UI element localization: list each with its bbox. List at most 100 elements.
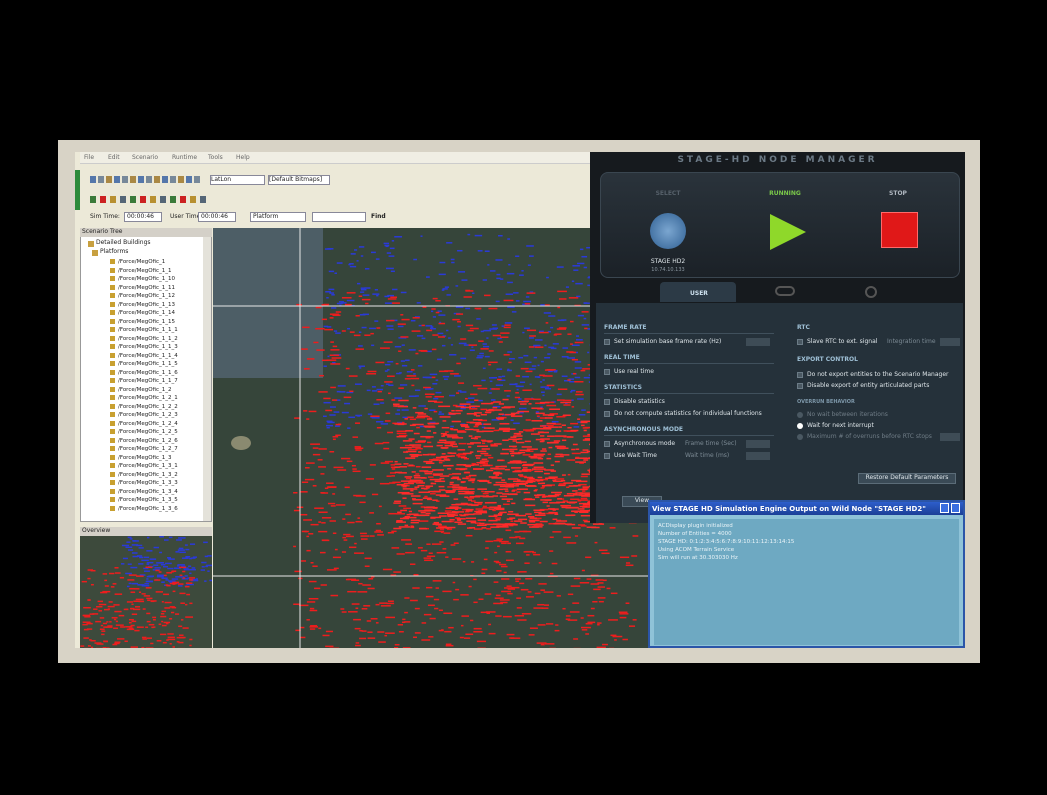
option-label[interactable]: Do not export entities to the Scenario M…	[807, 371, 949, 378]
select-button[interactable]	[650, 213, 686, 249]
toolbar-icon[interactable]	[110, 196, 116, 203]
checkbox[interactable]	[604, 453, 610, 459]
tree-group[interactable]: Platforms	[100, 248, 129, 255]
run-button[interactable]	[768, 212, 808, 252]
search-box[interactable]	[312, 212, 366, 222]
toolbar-icon[interactable]	[130, 196, 136, 203]
tree-item[interactable]: /Force/MegOfic_1_1_3	[118, 344, 178, 350]
entity-type-dropdown[interactable]: Platform	[250, 212, 306, 222]
toolbar-icon[interactable]	[186, 176, 192, 183]
field-input[interactable]	[746, 440, 770, 448]
toolbar-icon[interactable]	[100, 196, 106, 203]
tree-item[interactable]: /Force/MegOfic_1_2_3	[118, 412, 178, 418]
menu-item[interactable]: Tools	[208, 154, 223, 161]
menu-item[interactable]: Runtime	[172, 154, 198, 161]
checkbox[interactable]	[604, 339, 610, 345]
toolbar-icon[interactable]	[114, 176, 120, 183]
tab-icon[interactable]	[775, 286, 795, 296]
tree-item[interactable]: /Force/MegOfic_1_13	[118, 301, 176, 308]
tab-icon[interactable]	[865, 286, 877, 298]
checkbox[interactable]	[604, 369, 610, 375]
toolbar-icon[interactable]	[180, 196, 186, 203]
toolbar-icon[interactable]	[138, 176, 144, 183]
tree-scrollbar[interactable]	[203, 237, 211, 521]
tree-item[interactable]: /Force/MegOfic_1_2_6	[118, 437, 178, 444]
option-label[interactable]: Set simulation base frame rate (Hz)	[614, 338, 722, 345]
option-label[interactable]: Disable export of entity articulated par…	[807, 382, 930, 389]
tree-item[interactable]: /Force/MegOfic_1_1_1	[118, 327, 178, 333]
tree-item[interactable]: /Force/MegOfic_1_3_4	[118, 488, 178, 495]
tree-item[interactable]: /Force/MegOfic_1_1_7	[118, 378, 178, 384]
tree-item[interactable]: /Force/MegOfic_1_2_4	[118, 420, 178, 427]
tree-item[interactable]: /Force/MegOfic_1_1_5	[118, 361, 178, 367]
tree-item[interactable]: /Force/MegOfic_1_3_2	[118, 471, 178, 478]
tree-item[interactable]: /Force/MegOfic_1_2_7	[118, 446, 178, 452]
tree-item[interactable]: /Force/MegOfic_1_2_1	[118, 395, 178, 401]
option-label[interactable]: Wait for next interrupt	[807, 422, 874, 429]
toolbar-icon[interactable]	[162, 176, 168, 183]
field-input[interactable]	[746, 452, 770, 460]
toolbar-icon[interactable]	[146, 176, 152, 183]
toolbar-icon[interactable]	[160, 196, 166, 203]
option-label[interactable]: Use Wait Time	[614, 452, 657, 459]
tree-item[interactable]: /Force/MegOfic_1_1	[118, 267, 172, 274]
toolbar-icon[interactable]	[140, 196, 146, 203]
tree-item[interactable]: /Force/MegOfic_1_2_2	[118, 403, 178, 410]
checkbox[interactable]	[797, 372, 803, 378]
toolbar-icon[interactable]	[98, 176, 104, 183]
toolbar-icon[interactable]	[120, 196, 126, 203]
toolbar-icon[interactable]	[178, 176, 184, 183]
tree-group[interactable]: Detailed Buildings	[96, 239, 151, 246]
coordinate-dropdown[interactable]: LatLon	[210, 175, 265, 185]
tree-item[interactable]: /Force/MegOfic_1_3_1	[118, 463, 178, 469]
toolbar-icon[interactable]	[90, 176, 96, 183]
tree-item[interactable]: /Force/MegOfic_1_3_3	[118, 480, 178, 486]
field-input[interactable]	[746, 338, 770, 346]
tree-item[interactable]: /Force/MegOfic_1	[118, 259, 166, 265]
tree-item[interactable]: /Force/MegOfic_1_1_2	[118, 335, 178, 342]
tree-item[interactable]: /Force/MegOfic_1_12	[118, 293, 176, 299]
toolbar-icon[interactable]	[194, 176, 200, 183]
menu-item[interactable]: Edit	[108, 154, 120, 161]
checkbox[interactable]	[604, 399, 610, 405]
checkbox[interactable]	[604, 441, 610, 447]
window-button[interactable]	[951, 503, 960, 513]
tree-item[interactable]: /Force/MegOfic_1_1_4	[118, 352, 178, 359]
option-label[interactable]: Asynchronous mode	[614, 440, 676, 447]
toolbar-icon[interactable]	[170, 176, 176, 183]
field-input[interactable]	[940, 433, 960, 441]
option-label[interactable]: Do not compute statistics for individual…	[614, 410, 762, 417]
toolbar-icon[interactable]	[150, 196, 156, 203]
restore-button[interactable]: Restore Default Parameters	[858, 473, 956, 484]
stop-button[interactable]	[881, 212, 918, 248]
radio[interactable]	[797, 423, 803, 429]
user-tab[interactable]	[660, 282, 736, 302]
radio[interactable]	[797, 412, 803, 418]
menu-item[interactable]: Scenario	[132, 154, 159, 161]
checkbox[interactable]	[797, 339, 803, 345]
toolbar-icon[interactable]	[190, 196, 196, 203]
option-label[interactable]: Disable statistics	[614, 398, 665, 405]
toolbar-icon[interactable]	[130, 176, 136, 183]
toolbar-icon[interactable]	[106, 176, 112, 183]
tree-item[interactable]: /Force/MegOfic_1_2_5	[118, 429, 178, 435]
toolbar-icon[interactable]	[200, 196, 206, 203]
tree-item[interactable]: /Force/MegOfic_1_11	[118, 284, 176, 291]
toolbar-icon[interactable]	[90, 196, 96, 203]
option-label[interactable]: Maximum # of overruns before RTC stops	[807, 433, 932, 440]
radio[interactable]	[797, 434, 803, 440]
tree-item[interactable]: /Force/MegOfic_1_3_5	[118, 497, 178, 503]
menu-item[interactable]: Help	[236, 154, 250, 161]
tree-item[interactable]: /Force/MegOfic_1_10	[118, 276, 176, 282]
checkbox[interactable]	[797, 383, 803, 389]
window-button[interactable]	[940, 503, 949, 513]
field-input[interactable]	[940, 338, 960, 346]
tree-item[interactable]: /Force/MegOfic_1_14	[118, 310, 176, 316]
option-label[interactable]: No wait between iterations	[807, 411, 888, 418]
map-layer-dropdown[interactable]: [Default Bitmaps]	[268, 175, 330, 185]
find-button[interactable]: Find	[371, 213, 386, 220]
option-label[interactable]: Slave RTC to ext. signal	[807, 338, 878, 345]
menu-item[interactable]: File	[84, 154, 95, 161]
checkbox[interactable]	[604, 411, 610, 417]
tree-item[interactable]: /Force/MegOfic_1_1_6	[118, 369, 178, 376]
